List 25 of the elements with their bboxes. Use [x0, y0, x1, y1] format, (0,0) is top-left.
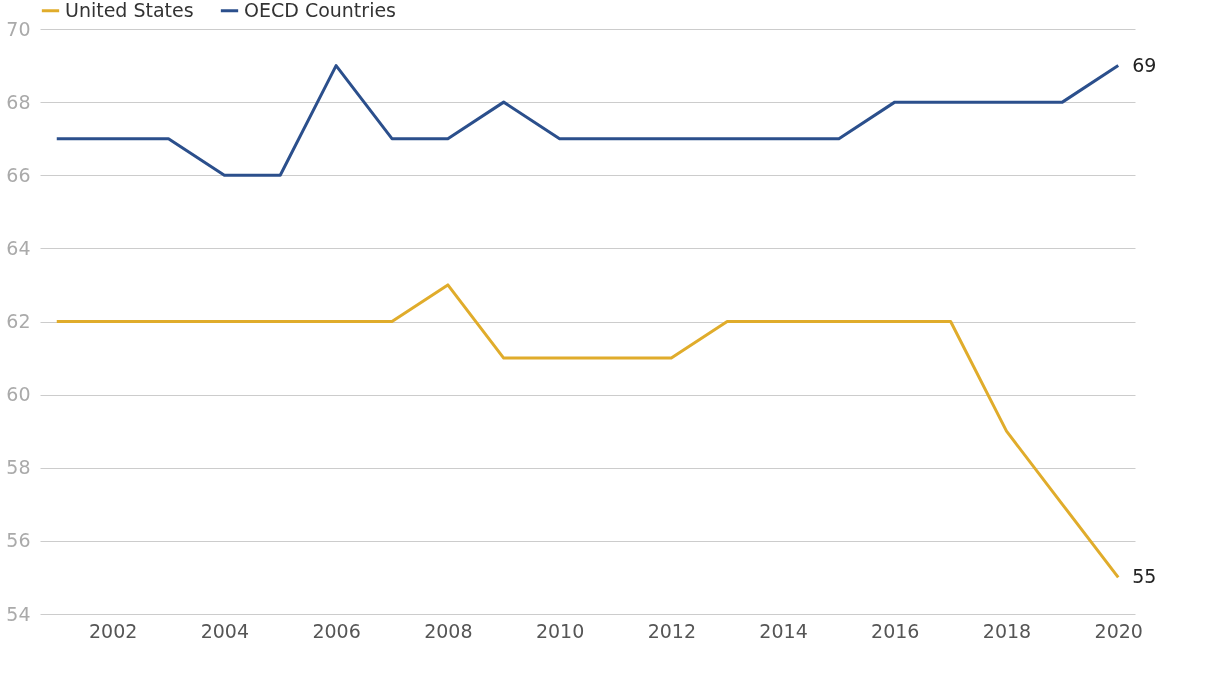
x-tick-label: 2018	[982, 619, 1032, 642]
data-label: 69	[1132, 53, 1157, 76]
y-tick-label: 64	[6, 236, 31, 259]
line-series	[55, 283, 1120, 579]
y-tick-label: 70	[6, 17, 31, 40]
x-tick-label: 2006	[312, 619, 361, 642]
y-tick-label: 66	[6, 163, 31, 186]
x-tick-label: 2004	[200, 619, 250, 642]
y-tick-label: 54	[6, 602, 31, 625]
y-tick-label: 56	[6, 529, 31, 552]
x-tick-label: 2012	[647, 619, 696, 642]
data-label: 55	[1132, 565, 1157, 588]
x-tick-label: 2010	[535, 619, 585, 642]
y-tick-label: 58	[6, 456, 31, 479]
legend-label: OECD Countries	[244, 0, 396, 21]
y-tick-label: 68	[6, 90, 31, 113]
x-tick-label: 2016	[871, 619, 920, 642]
line-series	[55, 64, 1120, 177]
x-tick-label: 2020	[1094, 619, 1143, 642]
y-tick-label: 62	[6, 310, 31, 332]
x-tick-label: 2008	[424, 619, 473, 642]
x-tick-label: 2014	[759, 619, 808, 642]
x-tick-label: 2002	[88, 619, 138, 642]
y-tick-label: 60	[6, 383, 31, 406]
legend-label: United States	[65, 0, 194, 21]
